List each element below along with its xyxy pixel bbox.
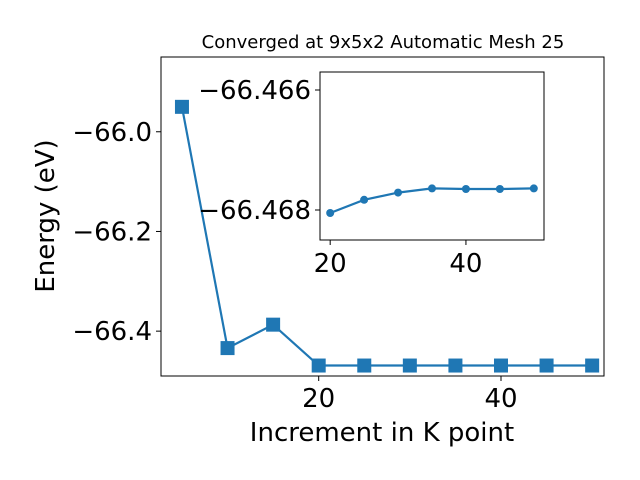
inset-x-tick-label: 20 [314,249,347,279]
inset-data-point [461,185,470,193]
main-data-point [266,317,281,332]
chart-title: Converged at 9x5x2 Automatic Mesh 25 [202,32,565,53]
inset-data-point [529,184,538,193]
inset-data-point [428,184,436,193]
main-y-tick-label: −66.2 [72,217,152,247]
main-data-point [448,358,463,373]
inset-chart: 20 40 −66.468 −66.466 [198,71,545,279]
inset-data-point [394,188,403,197]
y-axis-label: Energy (eV) [31,139,61,292]
main-data-point [357,358,372,373]
main-data-point [539,358,554,373]
inset-x-tick-label: 40 [449,249,482,279]
main-series-line [180,106,593,367]
main-data-point [174,99,189,114]
inset-data-point [360,195,369,204]
main-x-tick-label: 40 [484,384,517,414]
main-data-point [493,358,508,373]
inset-y-tick-label: −66.466 [198,76,311,106]
main-data-point [402,358,417,373]
main-y-tick-label: −66.4 [72,317,152,347]
inset-y-tick-label: −66.468 [198,196,311,226]
main-y-tick-label: −66.0 [72,118,152,148]
inset-plot-area [319,71,545,241]
main-data-point [220,341,235,356]
x-axis-label: Increment in K point [250,418,514,448]
main-x-tick-label: 20 [302,384,335,414]
main-data-point [311,358,326,373]
inset-data-point [495,185,504,193]
inset-data-point [326,209,335,217]
main-data-point [585,358,600,373]
